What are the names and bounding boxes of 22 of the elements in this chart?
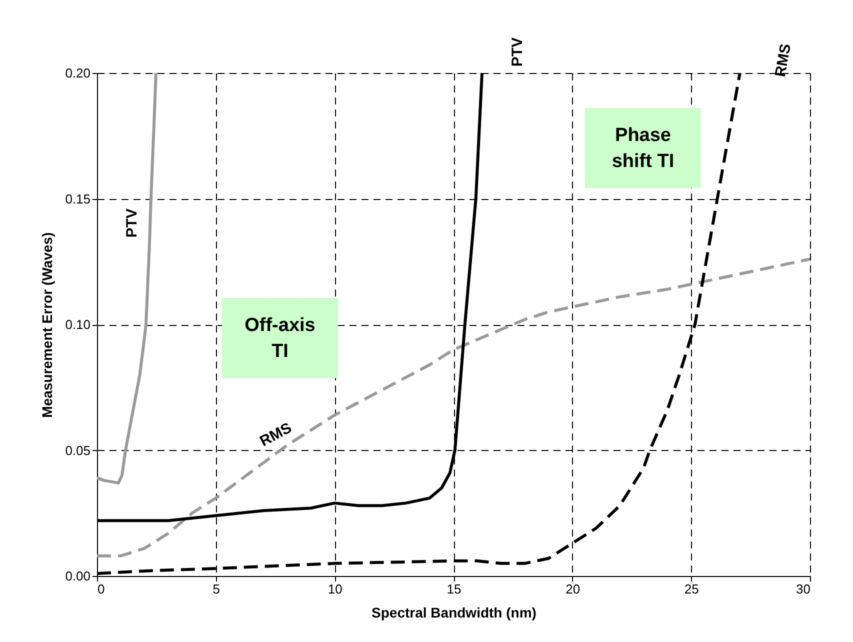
annotation: Phase shift TI bbox=[612, 125, 674, 172]
y-tick-label: 0.15 bbox=[65, 191, 90, 206]
y-tick-label: 0.05 bbox=[65, 442, 90, 458]
x-tick-label: 25 bbox=[684, 582, 699, 596]
y-tick-label: 0.10 bbox=[65, 317, 90, 332]
x-tick-label: 30 bbox=[796, 582, 810, 596]
annotation: Off-axis TI bbox=[244, 315, 316, 362]
x-tick-label: 15 bbox=[446, 582, 462, 596]
y-tick-label: 0.20 bbox=[65, 66, 90, 80]
line-series bbox=[97, 73, 158, 484]
text: PTV bbox=[123, 208, 140, 238]
x-tick-label: 20 bbox=[566, 582, 580, 596]
text: PTV bbox=[509, 37, 526, 67]
y-tick-label: 0.00 bbox=[65, 568, 90, 584]
text: RMS bbox=[772, 42, 795, 78]
x-tick-label: 0 bbox=[98, 582, 105, 596]
x-axis-title: Spectral Bandwidth (nm) bbox=[372, 604, 536, 620]
x-tick-label: 10 bbox=[328, 582, 342, 596]
y-axis-title: Measurement Error (Waves) bbox=[39, 232, 56, 418]
text: RMS bbox=[257, 419, 295, 450]
line-series bbox=[97, 258, 810, 558]
x-tick-label: 5 bbox=[212, 582, 220, 596]
